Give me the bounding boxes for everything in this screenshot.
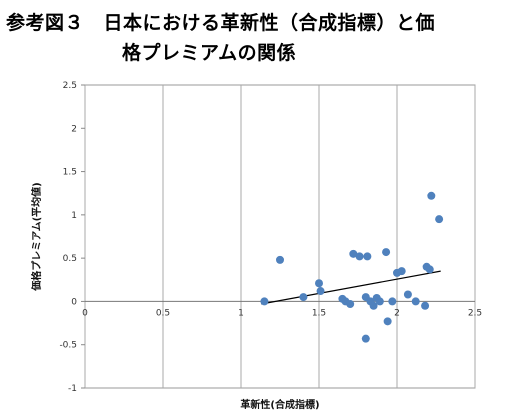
data-point [355,252,364,261]
data-point [361,334,370,343]
data-point [383,317,392,326]
plot-area [84,84,476,389]
x-tick-label: 0 [82,308,88,318]
x-tick-label: 2 [394,308,400,318]
figure-title: 参考図３ 日本における革新性（合成指標）と価 格プレミアムの関係 [6,8,512,68]
x-tick-label: 1 [238,308,244,318]
data-point [316,287,325,296]
y-axis-label: 価格プレミアム(平均値) [30,182,43,291]
data-point [363,252,372,261]
data-point [421,301,430,310]
gridlines [84,85,476,388]
data-point [349,249,358,258]
figure-title-line-1: 参考図３ 日本における革新性（合成指標）と価 [6,12,436,34]
data-point [435,215,444,224]
data-point [397,267,406,276]
trendline [261,270,441,305]
data-points [260,191,444,343]
data-point [315,279,323,288]
y-tick-label: -1 [68,384,77,394]
data-point [276,255,284,264]
y-tick-label: 2.5 [63,81,77,91]
y-tick-label: -0.5 [59,341,77,351]
plot-border [84,84,476,389]
x-axis-label: 革新性(合成指標) [240,398,319,411]
data-point [369,301,378,310]
data-point [403,290,412,299]
x-tick-label: 1.5 [312,308,326,318]
figure-title-line-2: 格プレミアムの関係 [122,42,297,64]
x-tick-label: 0.5 [156,308,170,318]
data-point [425,265,434,274]
x-axis-ticks: 0 0.5 1 1.5 2 2.5 [82,308,482,318]
y-tick-label: 0 [71,297,77,307]
y-axis-ticks: -1 -0.5 0 0.5 1 1.5 2 2.5 [59,81,85,394]
data-point [375,297,384,306]
data-point [388,297,397,306]
y-tick-label: 1 [71,211,77,221]
data-point [427,191,436,200]
y-tick-label: 1.5 [63,168,77,178]
y-tick-label: 0.5 [63,254,77,264]
data-point [260,297,269,306]
data-point [382,248,391,257]
data-point [411,297,420,306]
data-point [299,293,308,302]
x-tick-label: 2.5 [468,308,482,318]
y-tick-label: 2 [71,124,77,134]
data-point [346,300,355,309]
trendline-layer [261,270,441,305]
